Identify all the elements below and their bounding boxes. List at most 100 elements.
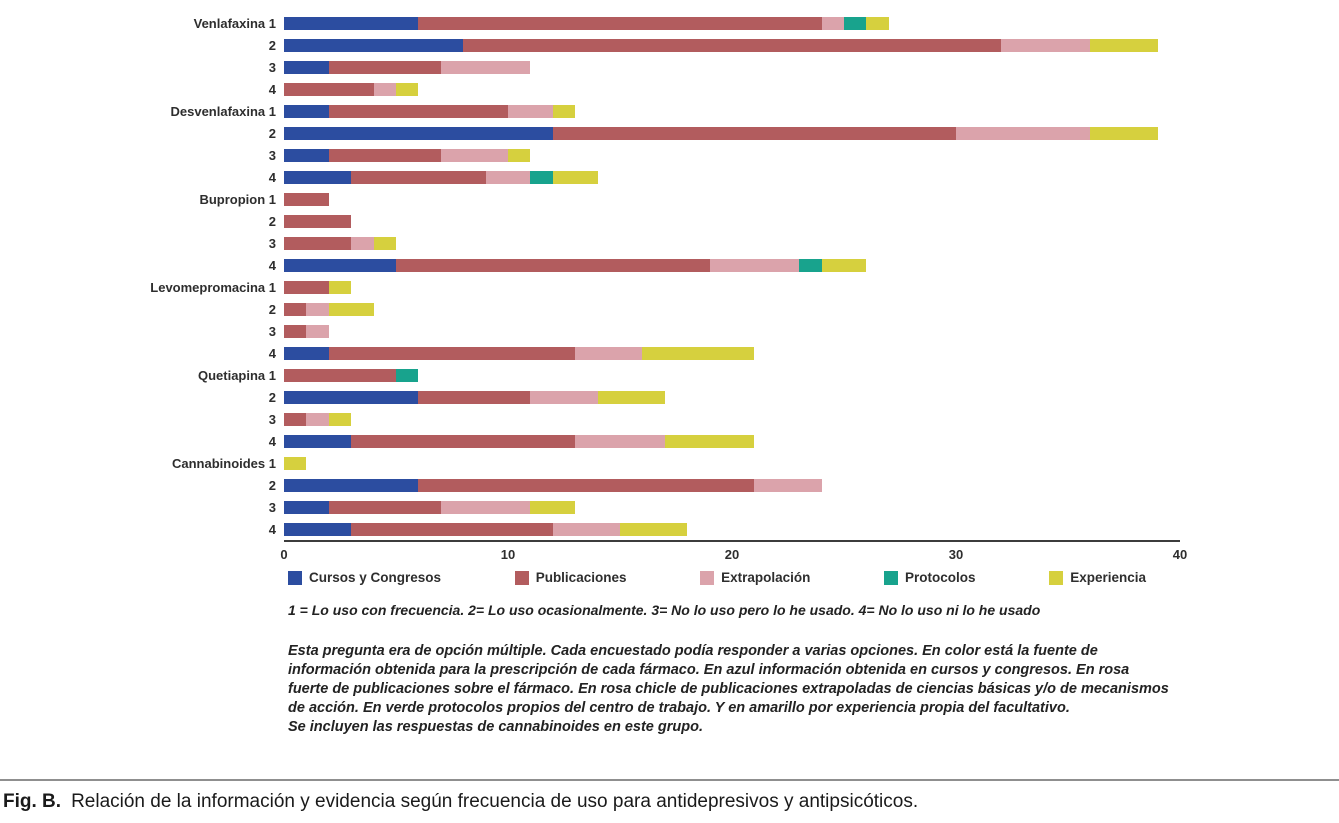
legend-swatch: [1049, 570, 1064, 585]
bar-segment: [575, 434, 665, 448]
bar-segment: [575, 346, 643, 360]
row-label: 2: [268, 125, 276, 141]
row-label: 2: [268, 37, 276, 53]
row-label: Venlafaxina 1: [193, 15, 276, 31]
bar-segment: [306, 412, 329, 426]
bar-row: 4: [0, 342, 1339, 364]
bar-segment: [440, 148, 508, 162]
bar-segment: [552, 126, 956, 140]
bar-row: 3: [0, 408, 1339, 430]
bar-track: [284, 258, 1180, 272]
caption-divider: [0, 779, 1339, 781]
bar-segment: [440, 60, 531, 74]
bar-segment: [463, 38, 1001, 52]
bar-row: 3: [0, 232, 1339, 254]
bar-segment: [328, 302, 374, 316]
bar-track: [284, 126, 1180, 140]
bar-track: [284, 456, 1180, 470]
bar-segment: [754, 478, 822, 492]
row-label: 3: [268, 59, 276, 75]
bar-segment: [597, 390, 665, 404]
bar-segment: [373, 236, 396, 250]
row-label: Cannabinoides 1: [171, 455, 276, 471]
scale-note: 1 = Lo uso con frecuencia. 2= Lo uso oca…: [288, 602, 1041, 618]
bar-segment: [284, 390, 419, 404]
cannabinoides-note: Se incluyen las respuestas de cannabinoi…: [288, 719, 703, 735]
row-label: 4: [268, 521, 276, 537]
bar-row: 3: [0, 496, 1339, 518]
legend-label: Publicaciones: [535, 570, 627, 585]
bar-segment: [284, 478, 419, 492]
bar-row: 3: [0, 320, 1339, 342]
bar-row: 4: [0, 254, 1339, 276]
methodology-note: Esta pregunta era de opción múltiple. Ca…: [288, 643, 1169, 716]
row-label: 3: [268, 323, 276, 339]
bar-segment: [351, 236, 374, 250]
bar-segment: [284, 302, 307, 316]
bar-track: [284, 104, 1180, 118]
bar-segment: [418, 16, 822, 30]
bar-segment: [284, 346, 329, 360]
bar-segment: [328, 148, 441, 162]
x-tick-label: 40: [1172, 547, 1188, 562]
bar-segment: [328, 60, 441, 74]
bar-track: [284, 148, 1180, 162]
bar-row: 3: [0, 56, 1339, 78]
bar-segment: [552, 104, 576, 118]
bar-segment: [1000, 38, 1091, 52]
bar-track: [284, 346, 1180, 360]
bar-segment: [284, 38, 464, 52]
bar-row: 4: [0, 166, 1339, 188]
bar-segment: [284, 368, 396, 382]
bar-segment: [328, 346, 576, 360]
row-label: 2: [268, 389, 276, 405]
bar-segment: [284, 148, 329, 162]
bar-track: [284, 16, 1180, 30]
legend-label: Protocolos: [905, 570, 976, 585]
bar-segment: [799, 258, 822, 272]
bar-segment: [284, 16, 419, 30]
bar-segment: [642, 346, 755, 360]
bar-segment: [284, 126, 553, 140]
figure-caption: Fig. B. Relación de la información y evid…: [3, 791, 918, 813]
bar-segment: [328, 412, 352, 426]
bar-segment: [284, 324, 307, 338]
bar-row: Bupropion 1: [0, 188, 1339, 210]
bar-segment: [440, 500, 531, 514]
legend-swatch: [514, 570, 529, 585]
bar-segment: [418, 390, 531, 404]
bar-track: [284, 500, 1180, 514]
bar-segment: [395, 82, 419, 96]
bar-segment: [328, 500, 441, 514]
figure-caption-text: Relación de la información y evidencia s…: [71, 791, 919, 812]
bar-track: [284, 60, 1180, 74]
bar-segment: [284, 434, 352, 448]
bar-row: 4: [0, 518, 1339, 540]
bar-track: [284, 368, 1180, 382]
bar-segment: [284, 104, 329, 118]
bar-segment: [284, 82, 374, 96]
bar-track: [284, 324, 1180, 338]
legend-item: Experiencia: [1049, 570, 1146, 585]
bar-segment: [373, 82, 396, 96]
bar-segment: [284, 236, 352, 250]
row-label: 3: [268, 235, 276, 251]
bar-row: Quetiapina 1: [0, 364, 1339, 386]
bar-track: [284, 236, 1180, 250]
legend: Cursos y Congresos Publicaciones Extrapola…: [288, 570, 1146, 585]
bar-segment: [306, 302, 329, 316]
row-label: 2: [268, 213, 276, 229]
bar-segment: [530, 390, 598, 404]
bar-segment: [530, 170, 553, 184]
legend-item: Publicaciones: [514, 570, 627, 585]
row-label: 3: [268, 499, 276, 515]
bar-segment: [821, 16, 844, 30]
bar-segment: [843, 16, 867, 30]
row-label: Quetiapina 1: [197, 367, 276, 383]
bar-segment: [284, 412, 307, 426]
bar-segment: [507, 104, 553, 118]
row-label: 4: [268, 433, 276, 449]
bar-track: [284, 280, 1180, 294]
bar-track: [284, 170, 1180, 184]
